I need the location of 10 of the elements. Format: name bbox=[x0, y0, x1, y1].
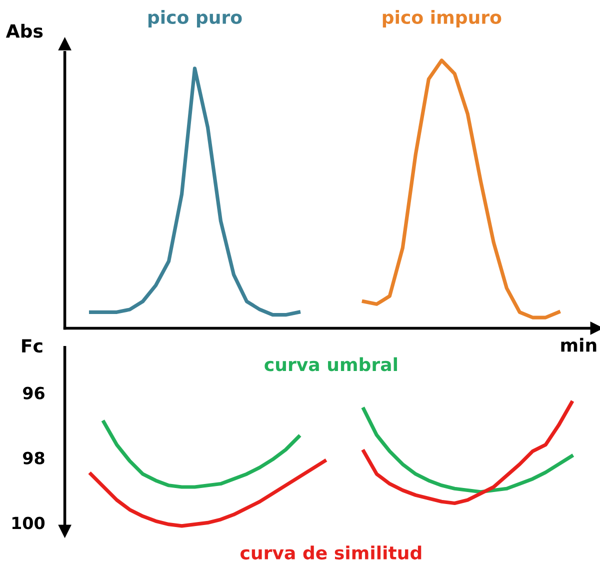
y-axis-title: Abs bbox=[6, 24, 43, 38]
y-axis-title: Fc bbox=[22, 339, 42, 353]
text: pico puro bbox=[148, 10, 242, 28]
y-tick-label: 96 bbox=[23, 386, 44, 400]
text: curva umbral bbox=[264, 357, 397, 372]
x-axis-title: min bbox=[561, 338, 596, 352]
y-tick-label: 98 bbox=[23, 452, 44, 464]
y-tick-label: 100 bbox=[12, 516, 45, 530]
text: pico impuro bbox=[382, 10, 502, 28]
series-label: curva de similitud bbox=[240, 546, 422, 560]
